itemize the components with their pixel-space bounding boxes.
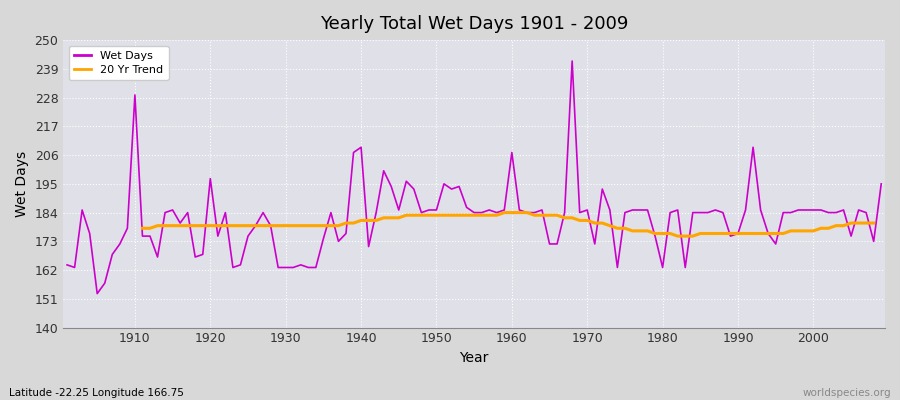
Line: Wet Days: Wet Days bbox=[68, 61, 881, 294]
20 Yr Trend bbox=[499, 210, 509, 215]
20 Yr Trend bbox=[605, 223, 616, 228]
Wet Days bbox=[507, 150, 517, 155]
20 Yr Trend bbox=[868, 221, 879, 226]
Text: worldspecies.org: worldspecies.org bbox=[803, 388, 891, 398]
Line: 20 Yr Trend: 20 Yr Trend bbox=[142, 212, 874, 236]
20 Yr Trend bbox=[484, 213, 495, 218]
Wet Days bbox=[876, 182, 886, 186]
Y-axis label: Wet Days: Wet Days bbox=[15, 151, 29, 217]
20 Yr Trend bbox=[197, 223, 208, 228]
20 Yr Trend bbox=[183, 223, 194, 228]
Text: Latitude -22.25 Longitude 166.75: Latitude -22.25 Longitude 166.75 bbox=[9, 388, 184, 398]
Wet Days bbox=[340, 231, 351, 236]
Wet Days bbox=[295, 262, 306, 267]
20 Yr Trend bbox=[552, 213, 562, 218]
Wet Days bbox=[130, 92, 140, 97]
Wet Days bbox=[612, 265, 623, 270]
Title: Yearly Total Wet Days 1901 - 2009: Yearly Total Wet Days 1901 - 2009 bbox=[320, 15, 628, 33]
Wet Days bbox=[92, 291, 103, 296]
20 Yr Trend bbox=[137, 226, 148, 231]
20 Yr Trend bbox=[710, 231, 721, 236]
Wet Days bbox=[62, 262, 73, 267]
Legend: Wet Days, 20 Yr Trend: Wet Days, 20 Yr Trend bbox=[68, 46, 168, 80]
X-axis label: Year: Year bbox=[460, 351, 489, 365]
20 Yr Trend bbox=[672, 234, 683, 238]
Wet Days bbox=[567, 59, 578, 64]
Wet Days bbox=[514, 208, 525, 212]
